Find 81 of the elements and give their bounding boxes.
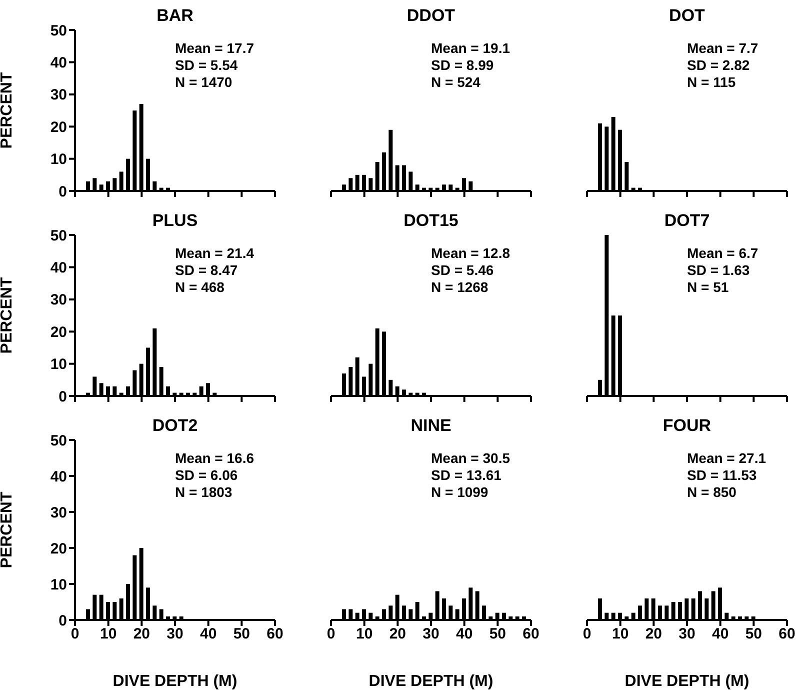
- annotation: Mean = 21.4: [175, 245, 254, 262]
- annotation: SD = 5.54: [175, 57, 239, 74]
- x-axis-title: DIVE DEPTH (M): [112, 673, 238, 690]
- x-tick-label: 50: [233, 626, 250, 643]
- annotation: Mean = 6.7: [687, 245, 758, 262]
- x-tick-label: 60: [266, 626, 284, 643]
- chart-title: DOT2: [151, 416, 199, 436]
- y-tick-label: 40: [50, 260, 67, 277]
- annotation: SD = 11.53: [687, 467, 758, 484]
- x-tick-label: 30: [678, 626, 696, 643]
- y-tick-label: 10: [50, 151, 67, 168]
- annotation: Mean = 7.7: [687, 40, 758, 57]
- x-tick-label: 40: [712, 626, 729, 643]
- annotation: N = 115: [687, 74, 737, 91]
- x-tick-label: 10: [612, 626, 629, 643]
- x-tick-label: 20: [389, 626, 406, 643]
- chart-title: DOT: [668, 6, 706, 26]
- y-tick-label: 30: [50, 86, 67, 104]
- y-tick-label: 0: [58, 388, 67, 406]
- y-tick-label: 50: [50, 22, 67, 40]
- annotation: Mean = 19.1: [431, 40, 510, 57]
- y-tick-label: 30: [50, 292, 67, 309]
- x-tick-label: 50: [745, 626, 762, 643]
- annotation: SD = 8.99: [431, 57, 495, 74]
- annotation: Mean = 30.5: [431, 450, 510, 467]
- annotation: N = 51: [687, 279, 730, 296]
- annotation: SD = 1.63: [687, 262, 751, 279]
- annotation: SD = 13.61: [431, 467, 502, 484]
- chart-title: DOT15: [402, 211, 460, 231]
- x-tick-label: 30: [166, 626, 184, 643]
- annotation: SD = 6.06: [175, 467, 239, 484]
- y-tick-label: 50: [50, 227, 67, 244]
- x-tick-label: 40: [456, 626, 473, 643]
- annotation: N = 468: [175, 279, 226, 296]
- y-tick-label: 0: [58, 612, 67, 630]
- x-tick-label: 30: [422, 626, 440, 643]
- y-tick-label: 20: [50, 540, 67, 558]
- annotation: SD = 2.82: [687, 57, 751, 74]
- y-tick-label: 40: [50, 468, 67, 486]
- annotation: N = 1803: [175, 484, 234, 501]
- x-axis-title: DIVE DEPTH (M): [624, 673, 750, 690]
- x-tick-label: 50: [489, 626, 506, 643]
- y-axis-title: PERCENT: [0, 492, 16, 568]
- y-tick-label: 0: [58, 183, 67, 200]
- y-tick-label: 50: [50, 432, 67, 450]
- x-tick-label: 0: [326, 626, 336, 643]
- annotation: Mean = 27.1: [687, 450, 766, 467]
- annotation: N = 1470: [175, 74, 234, 91]
- y-tick-label: 40: [50, 54, 67, 72]
- y-tick-label: 10: [50, 576, 67, 594]
- chart-title: NINE: [410, 416, 452, 436]
- x-tick-label: 60: [778, 626, 796, 643]
- annotation: N = 1268: [431, 279, 490, 296]
- chart-title: PLUS: [151, 211, 199, 231]
- annotation: Mean = 12.8: [431, 245, 510, 262]
- chart-title: DOT7: [663, 211, 711, 231]
- y-axis-title: PERCENT: [0, 277, 16, 354]
- annotation: SD = 8.47: [175, 262, 239, 279]
- y-tick-label: 10: [50, 356, 67, 374]
- x-tick-label: 0: [70, 626, 80, 643]
- x-tick-label: 10: [100, 626, 117, 643]
- x-tick-label: 10: [356, 626, 373, 643]
- chart-title: DDOT: [406, 6, 456, 26]
- y-axis-title: PERCENT: [0, 72, 16, 149]
- annotation: Mean = 17.7: [175, 40, 254, 57]
- annotation: Mean = 16.6: [175, 450, 254, 467]
- x-tick-label: 60: [522, 626, 540, 643]
- y-tick-label: 20: [50, 324, 67, 341]
- chart-title: FOUR: [662, 416, 712, 436]
- x-tick-label: 20: [645, 626, 662, 643]
- x-axis-title: DIVE DEPTH (M): [368, 673, 494, 690]
- y-tick-label: 30: [50, 504, 67, 522]
- annotation: N = 524: [431, 74, 482, 91]
- chart-title: BAR: [156, 6, 194, 26]
- x-tick-label: 40: [200, 626, 217, 643]
- annotation: N = 850: [687, 484, 738, 501]
- y-tick-label: 20: [50, 118, 67, 136]
- annotation: N = 1099: [431, 484, 490, 501]
- x-tick-label: 20: [133, 626, 150, 643]
- annotation: SD = 5.46: [431, 262, 495, 279]
- x-tick-label: 0: [582, 626, 592, 643]
